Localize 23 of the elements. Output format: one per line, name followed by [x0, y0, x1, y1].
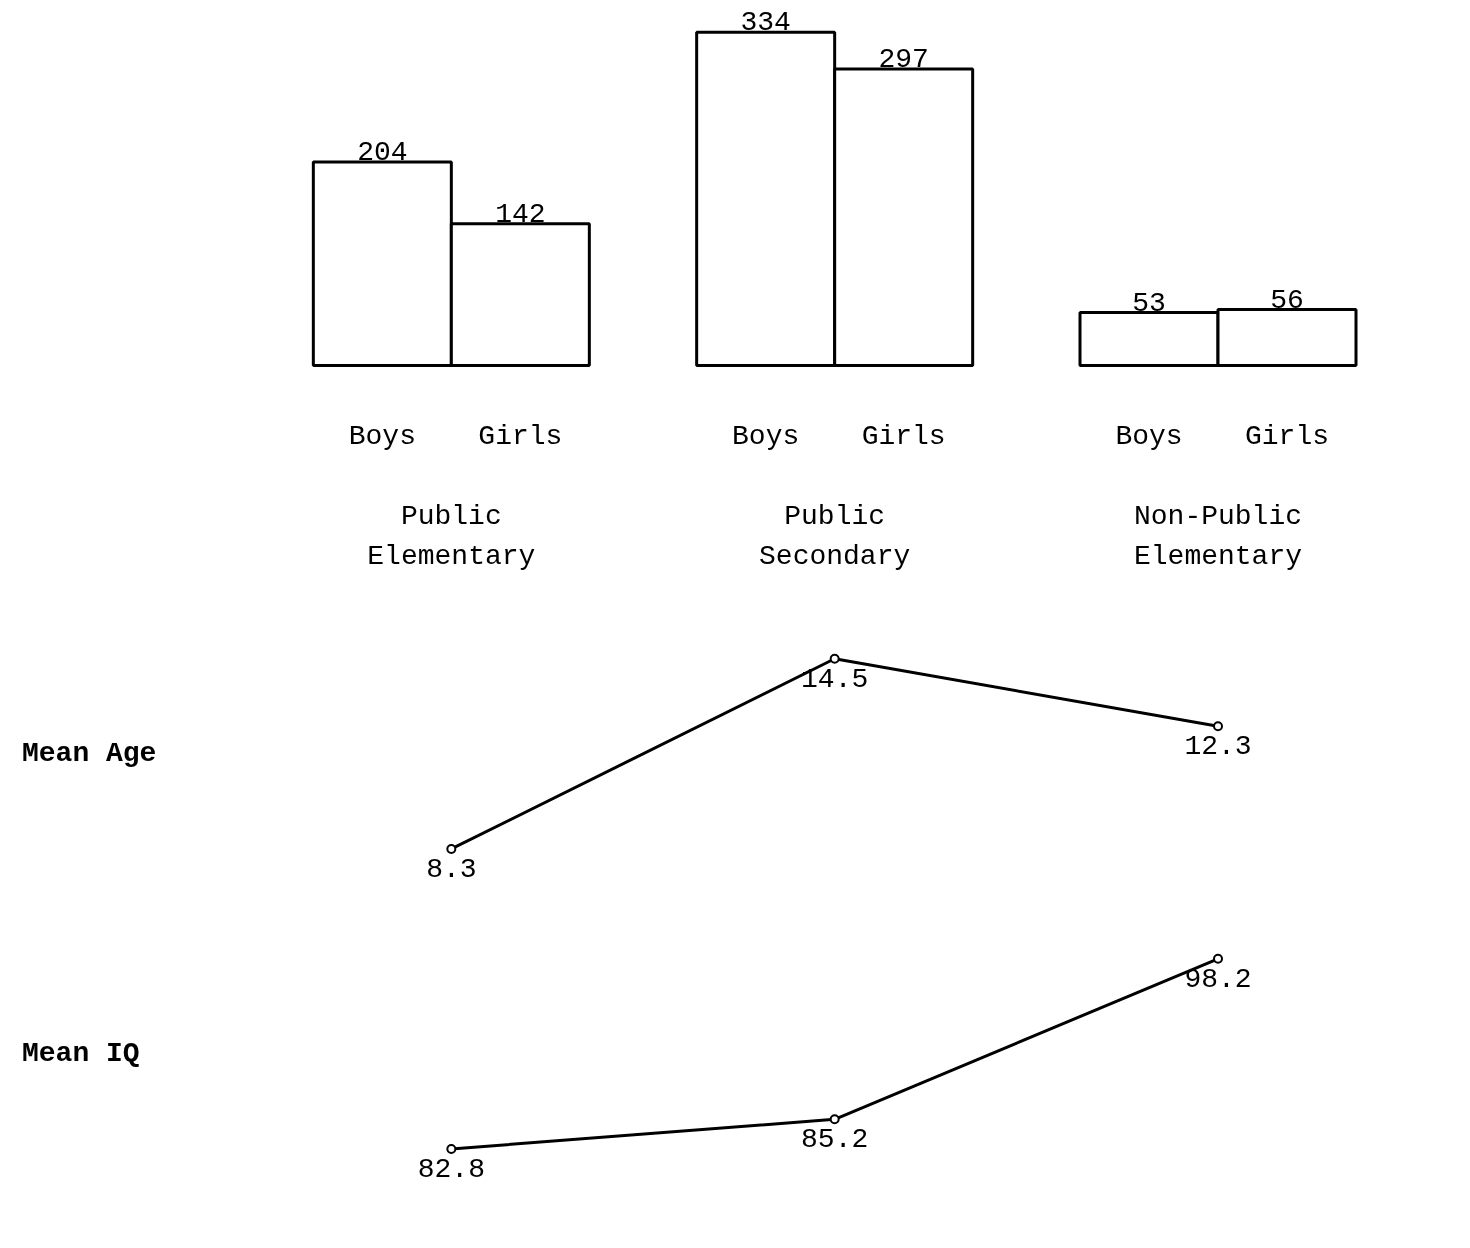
data-label: 53 — [1132, 287, 1166, 319]
y-axis-title: Mean Age — [22, 738, 157, 770]
category-label: Public Secondary — [759, 500, 911, 572]
data-label: 85.2 — [801, 1124, 869, 1156]
series-label: Girls — [478, 420, 563, 452]
text: Girls — [861, 420, 946, 452]
data-label: 12.3 — [1184, 731, 1252, 763]
text: Girls — [1244, 420, 1330, 452]
data-label: 98.2 — [1184, 963, 1252, 995]
data-label: 56 — [1270, 284, 1304, 316]
series-label: Boys — [348, 420, 416, 452]
data-label: 334 — [740, 7, 791, 39]
data-label: 204 — [357, 136, 408, 168]
data-label: 297 — [878, 44, 929, 76]
category-label: Non-Public Elementary — [1133, 500, 1303, 572]
y-axis-title: Mean IQ — [22, 1038, 140, 1070]
data-label: 82.8 — [417, 1153, 485, 1185]
text: Boys — [732, 420, 800, 452]
text: Boys — [1115, 420, 1183, 452]
category-label: Public Elementary — [367, 500, 536, 572]
data-label: 14.5 — [801, 663, 869, 695]
data-label: 142 — [495, 198, 546, 230]
data-label: 8.3 — [426, 853, 477, 885]
